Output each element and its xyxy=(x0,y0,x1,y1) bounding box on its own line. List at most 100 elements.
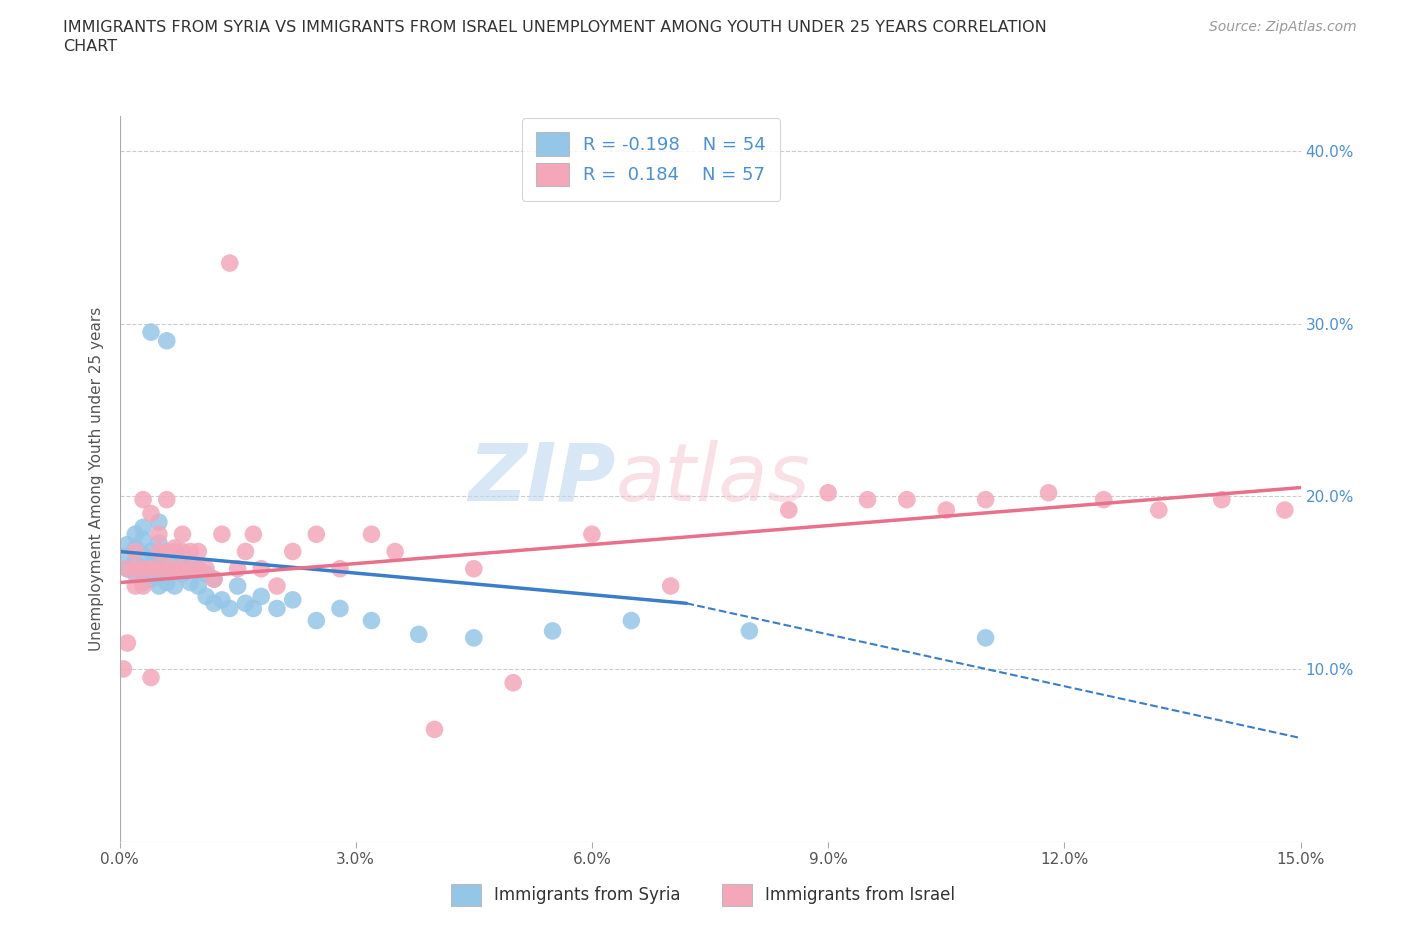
Point xyxy=(242,526,264,541)
Point xyxy=(124,540,146,555)
Point xyxy=(132,532,155,547)
Legend: Immigrants from Syria, Immigrants from Israel: Immigrants from Syria, Immigrants from I… xyxy=(444,878,962,912)
Point xyxy=(360,526,382,541)
Point xyxy=(156,333,179,348)
Point xyxy=(463,562,485,577)
Point xyxy=(172,526,194,541)
Point xyxy=(124,578,146,593)
Point xyxy=(139,572,162,587)
Point xyxy=(778,502,800,517)
Point xyxy=(329,562,352,577)
Point xyxy=(1038,485,1060,500)
Point xyxy=(132,575,155,590)
Point xyxy=(132,492,155,507)
Point xyxy=(242,601,264,616)
Point xyxy=(384,544,406,559)
Point xyxy=(218,601,240,616)
Point xyxy=(163,544,186,559)
Point xyxy=(187,562,209,577)
Point xyxy=(738,623,761,638)
Point xyxy=(408,627,430,642)
Point xyxy=(156,558,179,573)
Point xyxy=(305,613,328,628)
Point xyxy=(281,544,304,559)
Text: Source: ZipAtlas.com: Source: ZipAtlas.com xyxy=(1209,20,1357,34)
Point xyxy=(148,565,170,579)
Point xyxy=(148,544,170,559)
Point xyxy=(179,575,201,590)
Point xyxy=(172,550,194,565)
Point xyxy=(202,572,225,587)
Point xyxy=(148,578,170,593)
Point xyxy=(581,526,603,541)
Point xyxy=(124,566,146,581)
Point xyxy=(541,623,564,638)
Point xyxy=(250,562,273,577)
Point xyxy=(124,562,146,577)
Point xyxy=(202,596,225,611)
Point xyxy=(163,562,186,577)
Point xyxy=(139,544,162,559)
Point xyxy=(156,492,179,507)
Point xyxy=(132,562,155,577)
Point xyxy=(423,722,446,737)
Point xyxy=(132,578,155,593)
Point xyxy=(235,544,257,559)
Point xyxy=(974,631,997,645)
Point xyxy=(179,544,201,559)
Point xyxy=(163,540,186,555)
Point xyxy=(235,596,257,611)
Point xyxy=(502,675,524,690)
Legend: R = -0.198    N = 54, R =  0.184    N = 57: R = -0.198 N = 54, R = 0.184 N = 57 xyxy=(522,118,780,201)
Point xyxy=(226,562,249,577)
Point xyxy=(1147,502,1170,517)
Point xyxy=(226,578,249,593)
Point xyxy=(148,514,170,529)
Point xyxy=(117,562,139,577)
Point xyxy=(935,502,957,517)
Point xyxy=(172,562,194,577)
Point xyxy=(172,544,194,559)
Point xyxy=(195,566,218,581)
Y-axis label: Unemployment Among Youth under 25 years: Unemployment Among Youth under 25 years xyxy=(89,307,104,651)
Point xyxy=(211,526,233,541)
Point xyxy=(360,613,382,628)
Point xyxy=(139,506,162,521)
Point xyxy=(1211,492,1233,507)
Point xyxy=(218,256,240,271)
Point xyxy=(1274,502,1296,517)
Point xyxy=(163,578,186,593)
Point xyxy=(139,562,162,577)
Point xyxy=(202,572,225,587)
Point xyxy=(148,562,170,577)
Point xyxy=(329,601,352,616)
Point xyxy=(974,492,997,507)
Point xyxy=(124,544,146,559)
Point xyxy=(156,562,179,577)
Point xyxy=(139,558,162,573)
Point xyxy=(195,562,218,577)
Point xyxy=(117,635,139,650)
Point xyxy=(305,526,328,541)
Point xyxy=(172,566,194,581)
Point xyxy=(148,550,170,565)
Point xyxy=(132,520,155,535)
Text: ZIP: ZIP xyxy=(468,440,616,518)
Point xyxy=(179,562,201,577)
Point xyxy=(195,589,218,604)
Point xyxy=(211,592,233,607)
Text: CHART: CHART xyxy=(63,39,117,54)
Point xyxy=(124,554,146,569)
Point xyxy=(117,538,139,552)
Point xyxy=(250,589,273,604)
Point xyxy=(281,592,304,607)
Point xyxy=(148,536,170,551)
Text: atlas: atlas xyxy=(616,440,810,518)
Point xyxy=(187,562,209,577)
Point xyxy=(132,562,155,577)
Point xyxy=(187,544,209,559)
Point xyxy=(463,631,485,645)
Point xyxy=(896,492,918,507)
Point xyxy=(179,558,201,573)
Point xyxy=(124,526,146,541)
